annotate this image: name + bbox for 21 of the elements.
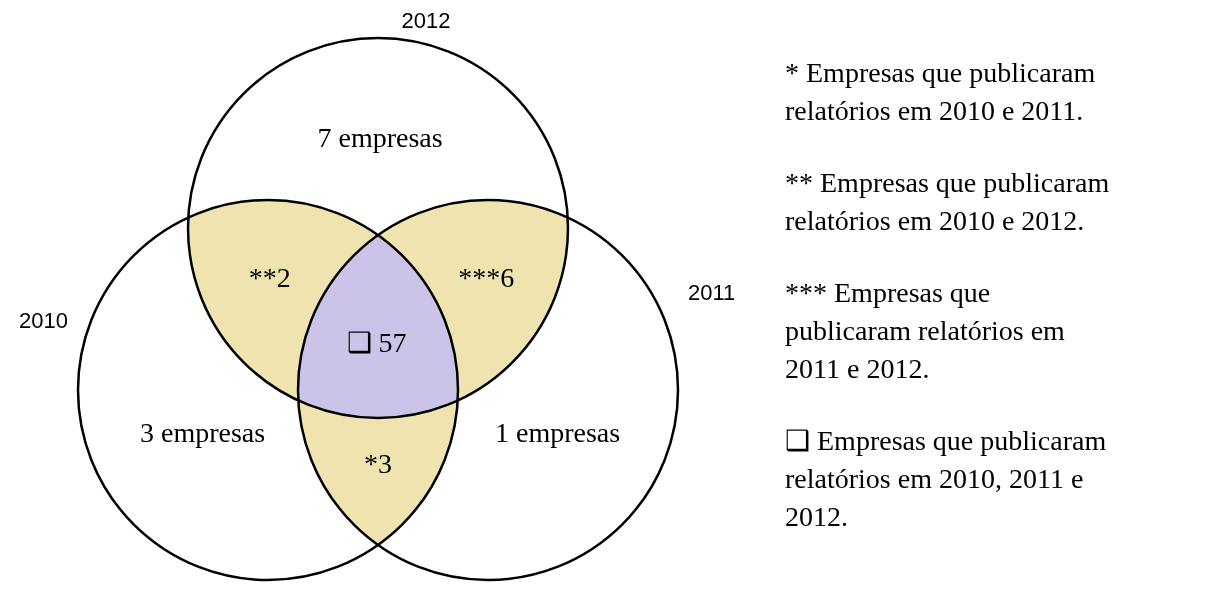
text: 2011 xyxy=(688,280,736,305)
text: *** Empresas que publicaram relatórios em 2011 e 2012. xyxy=(785,277,1066,384)
category-label: *** xyxy=(458,262,501,294)
data-label: 6 xyxy=(500,262,515,294)
category-label: ** xyxy=(248,262,277,294)
data-label: 57 xyxy=(378,327,407,359)
data-label: 3 xyxy=(139,417,154,449)
data-label: 2 xyxy=(276,262,291,294)
text: 2010 xyxy=(19,308,68,333)
category-label: * xyxy=(364,447,378,479)
category-label: empresas xyxy=(338,122,443,154)
category-label: empresas xyxy=(160,417,266,449)
data-label: 7 xyxy=(317,122,332,154)
data-label: 3 xyxy=(378,447,392,479)
category-label: ❑ xyxy=(346,327,372,359)
text: * Empresas que publicaram relatórios em 2010 e 2011. xyxy=(785,57,1096,126)
data-label: 1 xyxy=(495,417,510,449)
text: ❑ Empresas que publicaram relatórios em 2010, 2011 e 2012. xyxy=(785,425,1107,532)
text: 2012 xyxy=(401,8,451,33)
category-label: empresas xyxy=(516,417,621,449)
text: ** Empresas que publicaram relatórios em 2010 e 2012. xyxy=(785,167,1110,236)
